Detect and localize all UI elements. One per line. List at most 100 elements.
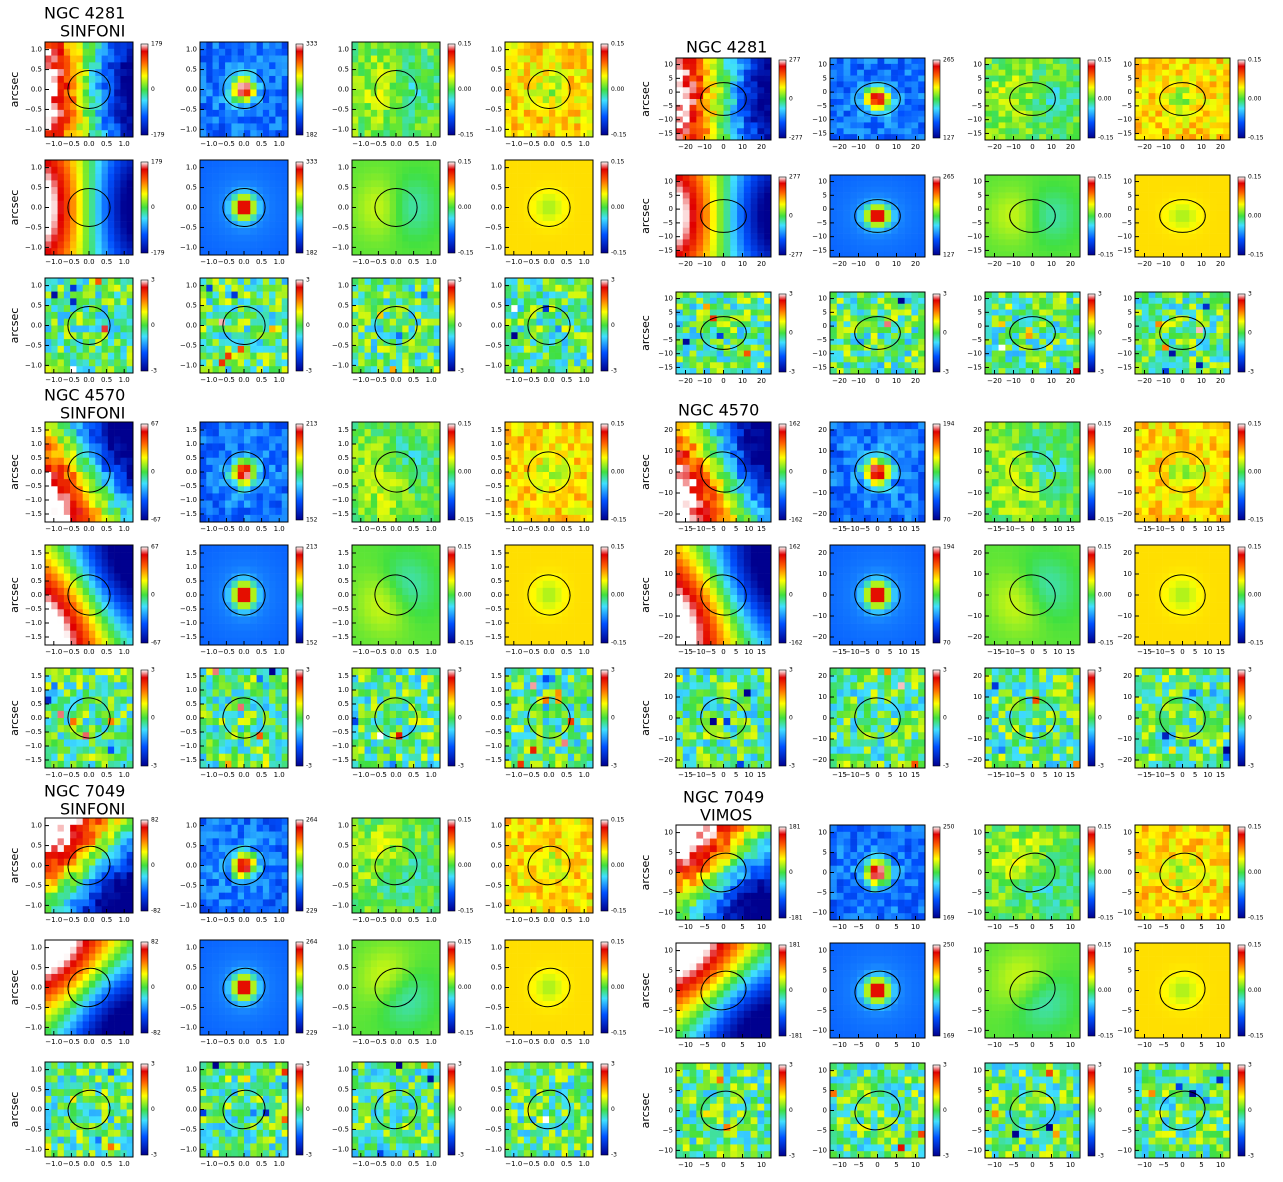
map-pixel xyxy=(1052,180,1060,188)
map-pixel xyxy=(523,214,531,222)
map-pixel xyxy=(850,63,858,71)
y-tick-label: −1.0 xyxy=(180,361,197,369)
map-pixel xyxy=(764,75,772,82)
map-pixel xyxy=(676,69,684,76)
map-pixel xyxy=(836,239,844,246)
map-pixel xyxy=(689,216,697,223)
map-pixel xyxy=(408,284,416,292)
map-pixel xyxy=(536,82,544,90)
map-pixel xyxy=(830,128,838,135)
x-tick-label: −1.0 xyxy=(200,376,217,384)
map-pixel xyxy=(89,48,96,56)
map-pixel xyxy=(244,359,251,367)
map-pixel xyxy=(1066,128,1074,135)
map-pixel xyxy=(237,103,245,111)
map-pixel xyxy=(549,200,556,208)
map-pixel xyxy=(567,200,575,208)
map-pixel xyxy=(574,352,581,360)
map-pixel xyxy=(70,339,77,347)
map-pixel xyxy=(830,216,838,223)
map-pixel xyxy=(1141,122,1149,129)
map-pixel xyxy=(1168,186,1177,193)
map-pixel xyxy=(555,193,562,202)
map-pixel xyxy=(991,192,999,199)
map-pixel xyxy=(884,245,892,252)
map-pixel xyxy=(911,303,919,310)
map-pixel xyxy=(262,359,270,367)
map-pixel xyxy=(383,214,391,222)
map-pixel xyxy=(120,318,128,326)
map-pixel xyxy=(689,227,697,234)
map-pixel xyxy=(225,345,232,353)
map-pixel xyxy=(1005,210,1013,217)
map-pixel xyxy=(45,166,52,174)
map-pixel xyxy=(377,82,384,90)
map-pixel xyxy=(998,239,1006,246)
map-pixel xyxy=(750,321,758,328)
map-pixel xyxy=(505,248,512,256)
map-pixel xyxy=(352,311,359,320)
map-pixel xyxy=(750,303,758,310)
y-tick-label: 0.5 xyxy=(491,66,502,74)
map-pixel xyxy=(1005,309,1013,316)
map-pixel xyxy=(523,180,531,188)
map-pixel xyxy=(682,99,690,106)
map-pixel xyxy=(114,318,121,326)
map-pixel xyxy=(107,284,115,292)
map-pixel xyxy=(897,69,905,76)
map-pixel xyxy=(703,368,711,375)
map-pixel xyxy=(1202,81,1210,88)
map-pixel xyxy=(1032,221,1040,229)
map-pixel xyxy=(716,58,724,65)
map-pixel xyxy=(370,311,378,320)
map-pixel xyxy=(1209,63,1217,71)
map-pixel xyxy=(991,233,999,240)
map-pixel xyxy=(574,62,581,70)
map-pixel xyxy=(269,103,276,111)
map-pixel xyxy=(1162,93,1170,100)
map-pixel xyxy=(1052,134,1060,141)
map-pixel xyxy=(433,325,441,333)
map-pixel xyxy=(1032,198,1040,205)
map-pixel xyxy=(70,82,77,90)
map-pixel xyxy=(682,303,690,310)
map-pixel xyxy=(57,103,65,111)
map-pixel xyxy=(884,180,892,188)
map-pixel xyxy=(237,193,245,202)
map-pixel xyxy=(891,297,899,305)
map-pixel xyxy=(1223,99,1231,106)
map-pixel xyxy=(682,198,690,205)
map-pixel xyxy=(1162,192,1170,199)
map-pixel xyxy=(358,311,365,320)
map-pixel xyxy=(523,116,531,124)
map-pixel xyxy=(891,128,899,135)
map-pixel xyxy=(1052,81,1060,88)
map-pixel xyxy=(358,69,365,77)
map-pixel xyxy=(95,278,102,286)
colorbar-label: 3 xyxy=(306,277,310,284)
map-pixel xyxy=(120,193,128,202)
map-pixel xyxy=(911,344,919,351)
map-pixel xyxy=(709,292,718,299)
map-pixel xyxy=(542,318,550,326)
map-pixel xyxy=(408,187,416,195)
map-pixel xyxy=(709,333,718,340)
map-pixel xyxy=(244,160,251,168)
map-pixel xyxy=(985,216,993,223)
map-pixel xyxy=(377,305,384,313)
map-pixel xyxy=(863,122,872,129)
map-pixel xyxy=(580,96,588,104)
map-pixel xyxy=(523,305,531,313)
map-pixel xyxy=(269,116,276,124)
map-pixel xyxy=(1012,180,1020,188)
map-pixel xyxy=(269,298,276,306)
map-pixel xyxy=(389,332,397,340)
map-pixel xyxy=(863,356,872,363)
map-pixel xyxy=(696,362,704,369)
map-pixel xyxy=(586,42,594,50)
map-pixel xyxy=(1189,58,1197,65)
map-pixel xyxy=(696,198,704,205)
map-pixel xyxy=(561,325,569,333)
map-pixel xyxy=(555,62,562,70)
